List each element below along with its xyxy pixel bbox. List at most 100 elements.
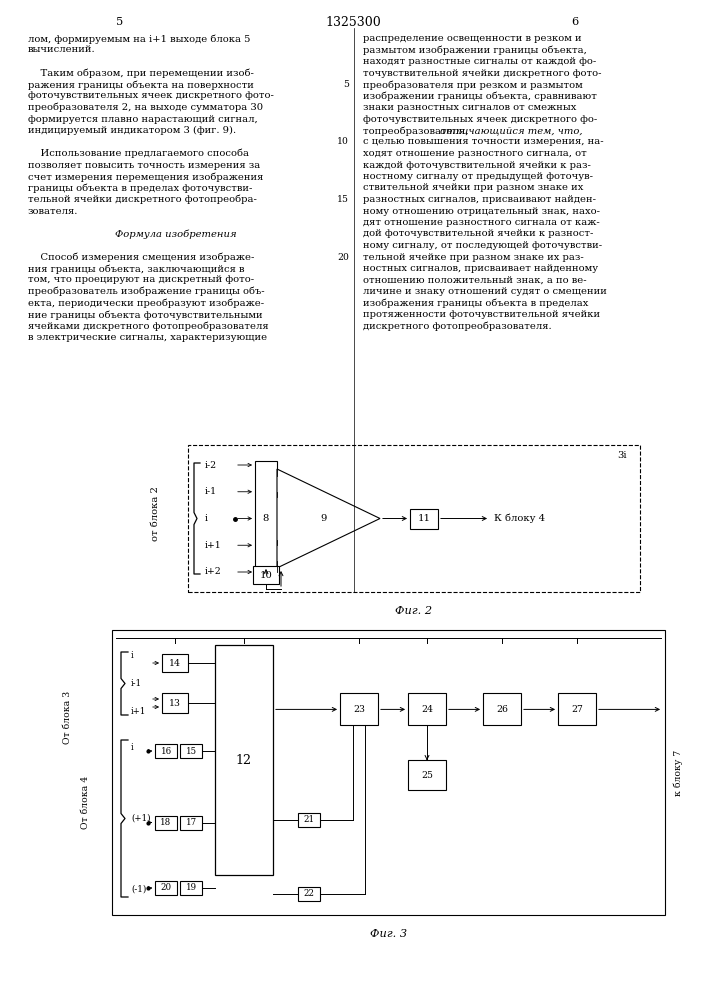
Text: с целью повышения точности измерения, на-: с целью повышения точности измерения, на…: [363, 137, 604, 146]
Text: знаки разностных сигналов от смежных: знаки разностных сигналов от смежных: [363, 103, 576, 112]
Text: 22: 22: [303, 890, 315, 898]
Text: 1325300: 1325300: [326, 16, 381, 29]
Bar: [215, 645, 273, 875]
Text: ному отношению отрицательный знак, нахо-: ному отношению отрицательный знак, нахо-: [363, 207, 600, 216]
Bar: [180, 816, 202, 830]
Bar: [558, 693, 596, 725]
Text: индицируемый индикатором 3 (фиг. 9).: индицируемый индикатором 3 (фиг. 9).: [28, 126, 236, 135]
Text: 3i: 3i: [617, 451, 627, 460]
Bar: [253, 566, 279, 584]
Text: ражения границы объекта на поверхности: ражения границы объекта на поверхности: [28, 80, 254, 90]
Text: 20: 20: [337, 252, 349, 261]
Text: (+1): (+1): [131, 814, 151, 823]
Text: 19: 19: [185, 884, 197, 892]
Text: К блоку 4: К блоку 4: [494, 514, 545, 523]
Bar: [180, 881, 202, 895]
Bar: [483, 693, 521, 725]
Text: 23: 23: [353, 705, 365, 714]
Text: топреобразователя,: топреобразователя,: [363, 126, 472, 135]
Text: 8: 8: [263, 514, 269, 523]
Bar: [340, 693, 378, 725]
Text: дой фоточувствительной ячейки к разност-: дой фоточувствительной ячейки к разност-: [363, 230, 593, 238]
Text: 6: 6: [571, 17, 578, 27]
Text: 11: 11: [418, 514, 431, 523]
Text: распределение освещенности в резком и: распределение освещенности в резком и: [363, 34, 582, 43]
Text: i-1: i-1: [205, 487, 217, 496]
Text: 16: 16: [160, 746, 172, 756]
Text: ствительной ячейки при разном знаке их: ствительной ячейки при разном знаке их: [363, 184, 583, 192]
Text: 20: 20: [160, 884, 172, 892]
Text: от блока 2: от блока 2: [151, 486, 160, 541]
Text: тельной ячейке при разном знаке их раз-: тельной ячейке при разном знаке их раз-: [363, 252, 584, 261]
Text: 10: 10: [337, 137, 349, 146]
Text: Фиг. 3: Фиг. 3: [370, 929, 407, 939]
Text: ячейками дискретного фотопреобразователя: ячейками дискретного фотопреобразователя: [28, 322, 269, 331]
Text: преобразователь изображение границы объ-: преобразователь изображение границы объ-: [28, 287, 264, 296]
Text: фоточувствительных ячеек дискретного фото-: фоточувствительных ячеек дискретного фот…: [28, 92, 274, 101]
Bar: [162, 693, 188, 713]
Text: счет измерения перемещения изображения: счет измерения перемещения изображения: [28, 172, 264, 182]
Text: 13: 13: [169, 698, 181, 708]
Text: формируется плавно нарастающий сигнал,: формируется плавно нарастающий сигнал,: [28, 114, 258, 123]
Text: 14: 14: [169, 658, 181, 668]
Text: ностному сигналу от предыдущей фоточув-: ностному сигналу от предыдущей фоточув-: [363, 172, 593, 181]
Text: преобразователя 2, на выходе сумматора 30: преобразователя 2, на выходе сумматора 3…: [28, 103, 263, 112]
Text: i: i: [205, 514, 208, 523]
Text: в электрические сигналы, характеризующие: в электрические сигналы, характеризующие: [28, 333, 267, 342]
Text: лом, формируемым на i+1 выходе блока 5: лом, формируемым на i+1 выходе блока 5: [28, 34, 250, 43]
Text: Использование предлагаемого способа: Использование предлагаемого способа: [28, 149, 249, 158]
Text: точувствительной ячейки дискретного фото-: точувствительной ячейки дискретного фото…: [363, 68, 602, 78]
Text: 17: 17: [185, 818, 197, 827]
Text: личине и знаку отношений судят о смещении: личине и знаку отношений судят о смещени…: [363, 287, 607, 296]
Text: 18: 18: [160, 818, 172, 827]
Text: позволяет повысить точность измерения за: позволяет повысить точность измерения за: [28, 160, 260, 169]
Text: границы объекта в пределах фоточувстви-: границы объекта в пределах фоточувстви-: [28, 184, 252, 193]
Text: 10: 10: [259, 570, 272, 580]
Text: отличающийся тем, что,: отличающийся тем, что,: [440, 126, 583, 135]
Bar: [155, 816, 177, 830]
Text: 12: 12: [236, 754, 252, 766]
Text: ния границы объекта, заключающийся в: ния границы объекта, заключающийся в: [28, 264, 245, 273]
Text: находят разностные сигналы от каждой фо-: находят разностные сигналы от каждой фо-: [363, 57, 596, 66]
Text: зователя.: зователя.: [28, 207, 78, 216]
Text: екта, периодически преобразуют изображе-: екта, периодически преобразуют изображе-: [28, 298, 264, 308]
Text: i+1: i+1: [205, 541, 222, 550]
Text: дискретного фотопреобразователя.: дискретного фотопреобразователя.: [363, 322, 551, 331]
Text: преобразователя при резком и размытом: преобразователя при резком и размытом: [363, 80, 583, 90]
Text: Таким образом, при перемещении изоб-: Таким образом, при перемещении изоб-: [28, 68, 254, 78]
Bar: [155, 744, 177, 758]
Text: i: i: [131, 744, 134, 752]
Text: к блоку 7: к блоку 7: [673, 749, 683, 796]
Text: От блока 4: От блока 4: [81, 776, 90, 829]
Text: i: i: [131, 652, 134, 660]
Text: ние границы объекта фоточувствительными: ние границы объекта фоточувствительными: [28, 310, 262, 320]
Bar: [298, 887, 320, 901]
Polygon shape: [277, 469, 380, 568]
Bar: [255, 461, 277, 576]
Text: 5: 5: [117, 17, 124, 27]
Bar: [180, 744, 202, 758]
Text: (-1): (-1): [131, 884, 146, 894]
Text: i+1: i+1: [131, 706, 146, 716]
Text: 25: 25: [421, 771, 433, 780]
Text: том, что проецируют на дискретный фото-: том, что проецируют на дискретный фото-: [28, 275, 254, 284]
Text: 24: 24: [421, 705, 433, 714]
Text: ностных сигналов, присваивает найденному: ностных сигналов, присваивает найденному: [363, 264, 598, 273]
Text: i+2: i+2: [205, 568, 222, 576]
Bar: [112, 630, 665, 915]
Text: вычислений.: вычислений.: [28, 45, 95, 54]
Text: От блока 3: От блока 3: [64, 691, 73, 744]
Bar: [408, 693, 446, 725]
Text: i-2: i-2: [205, 460, 217, 470]
Text: Фиг. 2: Фиг. 2: [395, 606, 433, 616]
Text: Формула изобретения: Формула изобретения: [115, 230, 237, 239]
Text: ному сигналу, от последующей фоточувстви-: ному сигналу, от последующей фоточувстви…: [363, 241, 602, 250]
Text: отношению положительный знак, а по ве-: отношению положительный знак, а по ве-: [363, 275, 587, 284]
Bar: [410, 508, 438, 528]
Bar: [162, 654, 188, 672]
Text: изображения границы объекта в пределах: изображения границы объекта в пределах: [363, 298, 588, 308]
Text: 27: 27: [571, 705, 583, 714]
Text: дят отношение разностного сигнала от каж-: дят отношение разностного сигнала от каж…: [363, 218, 600, 227]
Bar: [188, 445, 640, 592]
Text: 9: 9: [320, 514, 327, 523]
